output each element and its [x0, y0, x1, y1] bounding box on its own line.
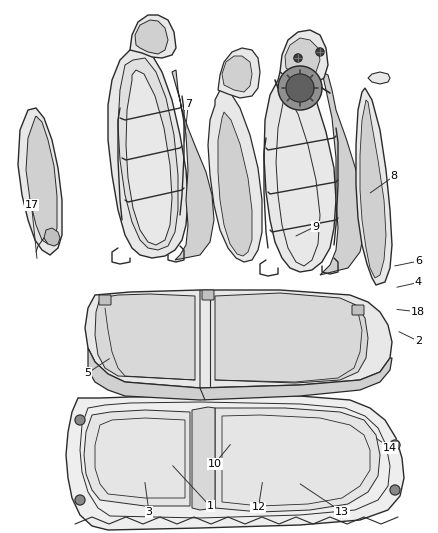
Polygon shape — [368, 72, 390, 84]
Circle shape — [75, 495, 85, 505]
Polygon shape — [208, 90, 262, 262]
Polygon shape — [95, 294, 195, 380]
Polygon shape — [218, 112, 252, 256]
Text: 9: 9 — [312, 222, 319, 231]
Polygon shape — [126, 70, 172, 245]
Polygon shape — [172, 70, 214, 260]
Text: 4: 4 — [415, 278, 422, 287]
Text: 12: 12 — [251, 503, 265, 512]
Circle shape — [390, 485, 400, 495]
Polygon shape — [85, 290, 392, 388]
FancyBboxPatch shape — [202, 290, 214, 300]
Polygon shape — [280, 30, 328, 84]
Polygon shape — [286, 74, 314, 102]
Polygon shape — [18, 108, 62, 255]
Polygon shape — [118, 58, 178, 250]
Circle shape — [75, 415, 85, 425]
Text: 17: 17 — [25, 200, 39, 210]
Text: 1: 1 — [207, 502, 214, 511]
Text: 8: 8 — [391, 171, 398, 181]
Text: 13: 13 — [335, 507, 349, 516]
Text: 5: 5 — [84, 368, 91, 378]
Polygon shape — [215, 408, 380, 512]
Polygon shape — [26, 116, 57, 244]
Polygon shape — [88, 348, 392, 400]
Polygon shape — [108, 48, 188, 258]
Circle shape — [316, 48, 324, 56]
FancyBboxPatch shape — [352, 305, 364, 315]
Text: 14: 14 — [383, 443, 397, 453]
Polygon shape — [66, 396, 404, 530]
Polygon shape — [135, 20, 168, 54]
Polygon shape — [320, 72, 365, 275]
Polygon shape — [218, 48, 260, 98]
Polygon shape — [356, 88, 392, 285]
Polygon shape — [222, 56, 252, 92]
Circle shape — [390, 440, 400, 450]
Polygon shape — [130, 15, 176, 58]
Circle shape — [294, 54, 302, 62]
Polygon shape — [192, 407, 215, 510]
Polygon shape — [215, 293, 368, 383]
Polygon shape — [285, 38, 320, 78]
Polygon shape — [276, 96, 320, 266]
Text: 2: 2 — [415, 336, 422, 346]
Polygon shape — [278, 66, 322, 110]
Text: 3: 3 — [145, 507, 152, 516]
Polygon shape — [84, 410, 190, 506]
Polygon shape — [264, 70, 336, 272]
Text: 7: 7 — [185, 99, 192, 109]
Text: 18: 18 — [411, 307, 425, 317]
Polygon shape — [360, 100, 386, 278]
Polygon shape — [44, 228, 60, 246]
Text: 10: 10 — [208, 459, 222, 469]
Text: 6: 6 — [415, 256, 422, 266]
FancyBboxPatch shape — [99, 295, 111, 305]
